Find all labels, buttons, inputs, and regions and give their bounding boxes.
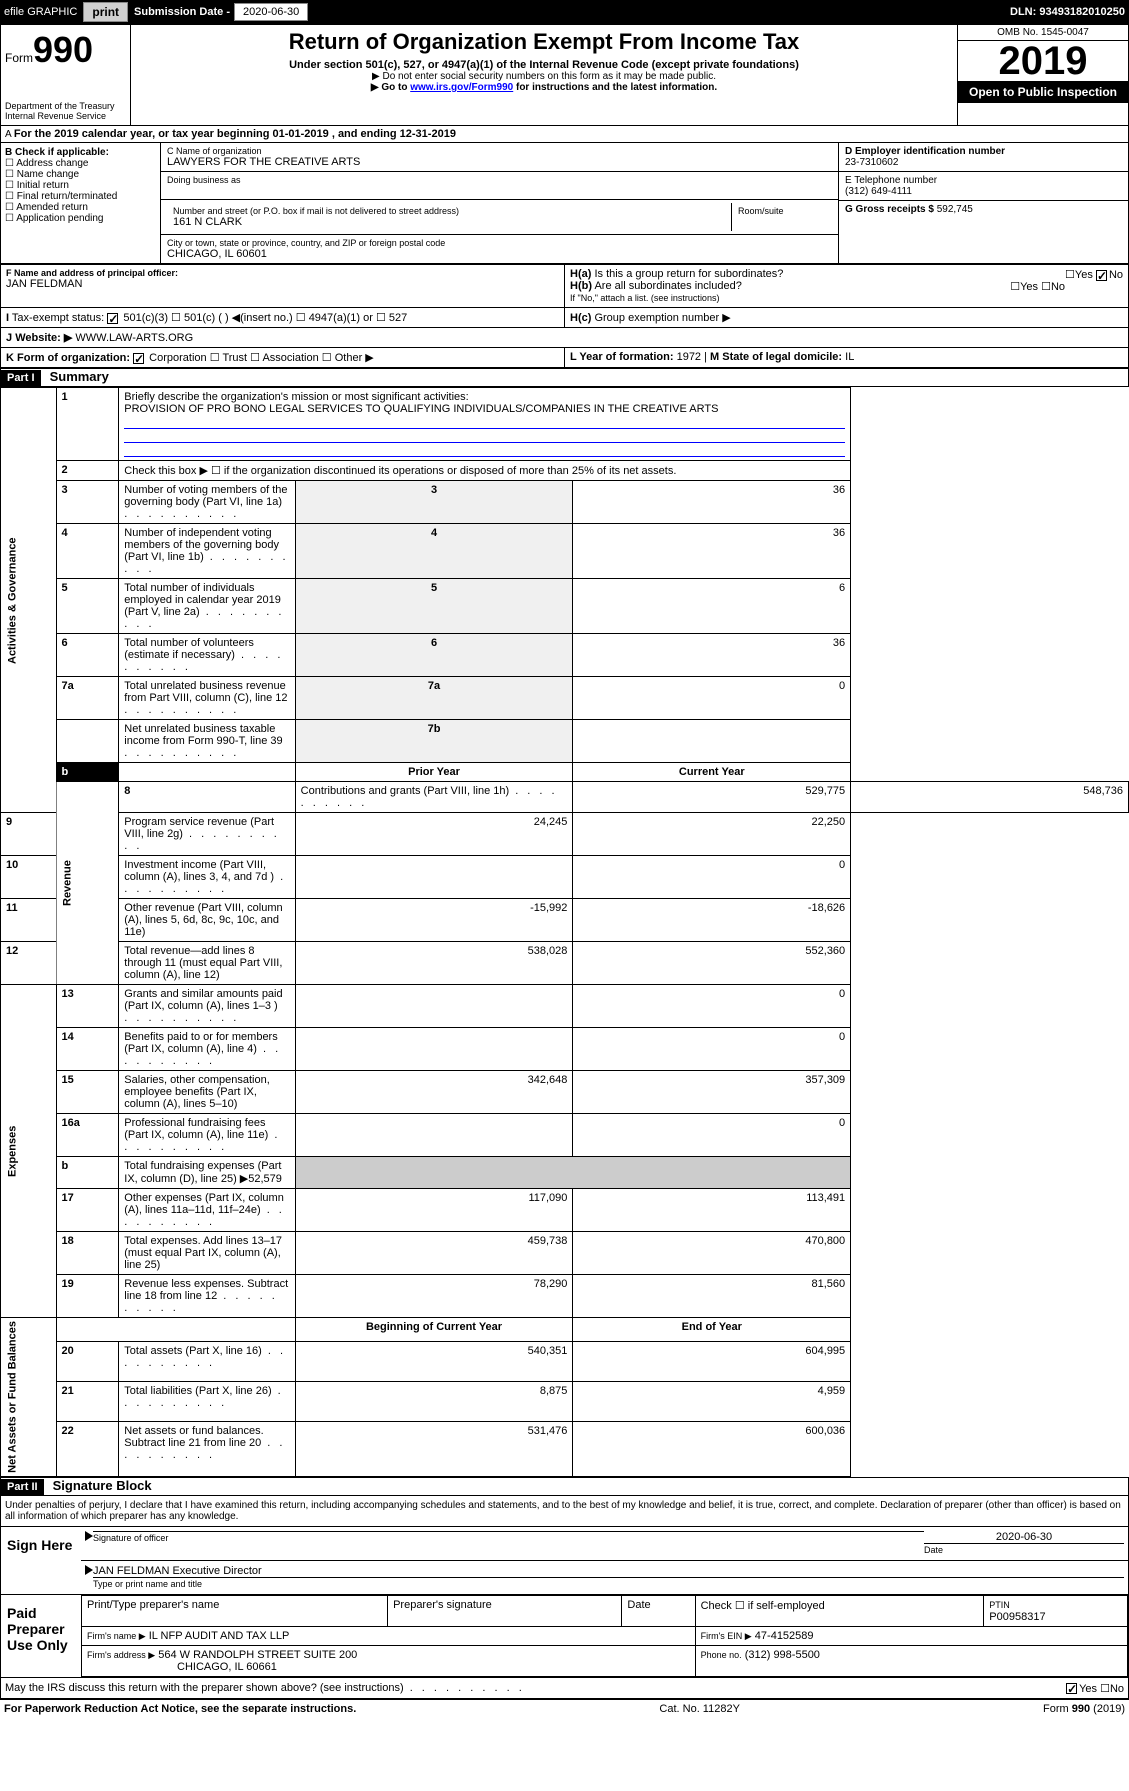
irs-link[interactable]: www.irs.gov/Form990	[410, 82, 513, 93]
paid-preparer: Paid Preparer Use Only Print/Type prepar…	[0, 1595, 1129, 1678]
side-revenue: Revenue	[56, 782, 119, 985]
sub-date: 2020-06-30	[234, 3, 308, 21]
b-opt: ☐ Application pending	[5, 213, 156, 224]
part-2-header: Part II Signature Block	[0, 1477, 1129, 1496]
declaration: Under penalties of perjury, I declare th…	[0, 1496, 1129, 1527]
dept: Department of the Treasury	[5, 101, 126, 111]
form-title: Return of Organization Exempt From Incom…	[139, 29, 949, 55]
open-public: Open to Public Inspection	[958, 81, 1128, 103]
side-expenses: Expenses	[1, 985, 57, 1318]
ptin: P00958317	[989, 1611, 1045, 1623]
arrow-icon	[85, 1565, 93, 1575]
website: WWW.LAW-ARTS.ORG	[75, 332, 193, 344]
print-button[interactable]: print	[83, 2, 128, 22]
top-bar: efile GRAPHIC print Submission Date - 20…	[0, 0, 1129, 24]
b-opt: ☐ Final return/terminated	[5, 191, 156, 202]
firm-ein: 47-4152589	[755, 1630, 814, 1642]
irs: Internal Revenue Service	[5, 111, 126, 121]
side-governance: Activities & Governance	[1, 388, 57, 813]
sub-label: Submission Date -	[134, 6, 230, 18]
note-2: ▶ Go to www.irs.gov/Form990 for instruct…	[139, 82, 949, 93]
form-header: Form990 Department of the Treasury Inter…	[0, 24, 1129, 126]
b-opt: ☐ Initial return	[5, 180, 156, 191]
summary-table: Activities & Governance 1Briefly describ…	[0, 387, 1129, 1477]
section-b: B Check if applicable: ☐ Address change …	[0, 143, 1129, 264]
tax-year: 2019	[958, 41, 1128, 81]
b-header: B Check if applicable:	[5, 147, 156, 158]
mission: PROVISION OF PRO BONO LEGAL SERVICES TO …	[124, 403, 718, 415]
b-opt: ☐ Amended return	[5, 202, 156, 213]
org-name: LAWYERS FOR THE CREATIVE ARTS	[167, 156, 832, 168]
b-opt: ☐ Name change	[5, 169, 156, 180]
sign-here: Sign Here Signature of officer2020-06-30…	[0, 1527, 1129, 1595]
form-number: 990	[33, 29, 93, 70]
phone: (312) 649-4111	[845, 186, 1122, 197]
efile-label: efile GRAPHIC	[4, 6, 77, 18]
side-netassets: Net Assets or Fund Balances	[1, 1318, 57, 1477]
footer: For Paperwork Reduction Act Notice, see …	[0, 1699, 1129, 1718]
arrow-icon	[85, 1531, 93, 1541]
prep-phone: (312) 998-5500	[745, 1649, 820, 1661]
city: CHICAGO, IL 60601	[167, 248, 832, 260]
may-discuss: May the IRS discuss this return with the…	[0, 1678, 1129, 1699]
dln: DLN: 93493182010250	[1010, 6, 1125, 18]
ein: 23-7310602	[845, 157, 1122, 168]
addr: 161 N CLARK	[173, 216, 725, 228]
row-a: A For the 2019 calendar year, or tax yea…	[0, 126, 1129, 143]
form-word: Form	[5, 51, 33, 65]
part-1-header: Part I Summary	[0, 368, 1129, 387]
b-opt: ☐ Address change	[5, 158, 156, 169]
note-1: ▶ Do not enter social security numbers o…	[139, 71, 949, 82]
firm: IL NFP AUDIT AND TAX LLP	[149, 1630, 290, 1642]
f-h-row: F Name and address of principal officer:…	[0, 264, 1129, 368]
gross: 592,745	[937, 204, 973, 215]
form-subtitle: Under section 501(c), 527, or 4947(a)(1)…	[139, 59, 949, 71]
officer-name: JAN FELDMAN Executive Director	[93, 1565, 1124, 1577]
officer: JAN FELDMAN	[6, 278, 559, 290]
